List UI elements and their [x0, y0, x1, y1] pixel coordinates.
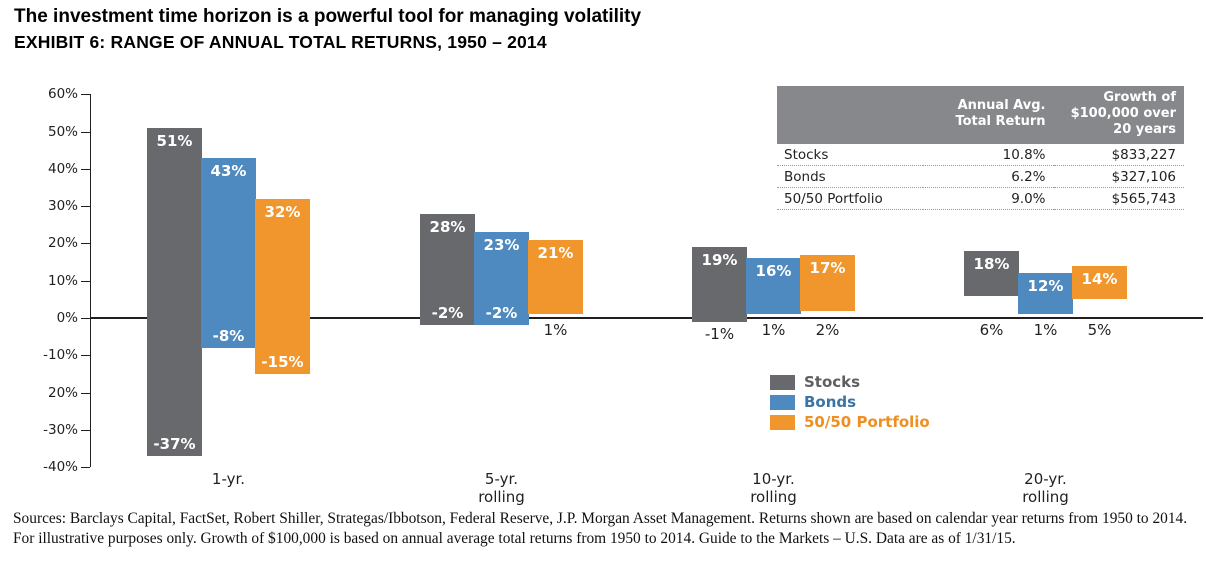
chart-legend: Stocks Bonds 50/50 Portfolio — [770, 375, 930, 435]
y-tick-label: -30% — [43, 421, 78, 438]
y-tick-mark — [81, 355, 90, 357]
bar-max-label: 14% — [1081, 269, 1118, 288]
legend-swatch — [770, 395, 795, 410]
category-label: 20-yr. rolling — [1022, 470, 1069, 506]
y-tick-label: 40% — [47, 160, 78, 177]
y-tick-mark — [81, 206, 90, 208]
bar-min-label: 1% — [543, 321, 568, 339]
bar-max-label: 19% — [701, 251, 738, 270]
bar-max-label: 16% — [755, 262, 792, 281]
table-cell: 9.0% — [923, 187, 1054, 210]
table-cell: 10.8% — [923, 144, 1054, 166]
legend-item: Stocks — [770, 375, 930, 390]
bar-max-label: 43% — [210, 161, 247, 180]
y-tick-mark — [81, 280, 90, 282]
legend-item: 50/50 Portfolio — [770, 415, 930, 430]
bar-max-label: 23% — [483, 236, 520, 255]
table-cell: $565,743 — [1053, 187, 1184, 210]
y-axis-line — [90, 94, 91, 468]
range-bar-bonds: 16% — [746, 258, 801, 315]
table-row: Bonds 6.2% $327,106 — [777, 165, 1184, 188]
legend-label: Bonds — [804, 393, 857, 411]
legend-item: Bonds — [770, 395, 930, 410]
y-tick-label: 10% — [47, 272, 78, 289]
y-tick-mark — [81, 392, 90, 394]
bar-min-label: 2% — [815, 321, 840, 339]
category-label: 10-yr. rolling — [750, 470, 797, 506]
range-bar-stocks: 51% -37% — [147, 127, 202, 456]
bar-min-label: -1% — [704, 324, 735, 343]
y-tick-label: 0% — [56, 310, 78, 326]
table-row: 50/50 Portfolio 9.0% $565,743 — [777, 187, 1184, 210]
y-tick-label: -10% — [43, 347, 78, 364]
table-header-cell — [777, 86, 923, 144]
category-label: 1-yr. — [211, 470, 246, 488]
legend-swatch — [770, 375, 795, 390]
table-cell: Bonds — [777, 165, 923, 188]
y-tick-mark — [81, 243, 90, 245]
table-row: Stocks 10.8% $833,227 — [777, 144, 1184, 166]
bar-max-label: 18% — [973, 254, 1010, 273]
legend-swatch — [770, 415, 795, 430]
y-tick-label: 30% — [47, 198, 78, 215]
bar-min-label: 1% — [1033, 321, 1058, 339]
bar-min-label: 1% — [761, 321, 786, 339]
returns-summary-table: Annual Avg. Total Return Growth of $100,0… — [777, 86, 1184, 210]
table-cell: $327,106 — [1053, 165, 1184, 188]
legend-label: Stocks — [804, 373, 861, 391]
y-tick-mark — [81, 131, 90, 133]
range-bar-bonds: 43% -8% — [201, 157, 256, 348]
zero-baseline — [90, 317, 1203, 319]
range-bar-stocks: 19% — [692, 247, 747, 322]
range-bar-bonds: 23% -2% — [474, 232, 529, 326]
table-cell: Stocks — [777, 144, 923, 166]
y-tick-label: 60% — [47, 86, 78, 103]
table-cell: 6.2% — [923, 165, 1054, 188]
y-tick-mark — [81, 318, 90, 319]
range-bar-50-50-portfolio: 32% -15% — [255, 198, 310, 374]
bar-min-label: -8% — [212, 326, 245, 345]
bar-max-label: 21% — [537, 243, 574, 262]
bar-min-label: -37% — [153, 435, 196, 453]
bar-max-label: 28% — [429, 217, 466, 236]
bar-min-label: 5% — [1087, 321, 1112, 339]
page-title: The investment time horizon is a powerfu… — [14, 6, 642, 27]
y-tick-label: -40% — [43, 459, 78, 476]
bar-min-label: -2% — [485, 304, 518, 323]
table-cell: 50/50 Portfolio — [777, 187, 923, 210]
range-bar-stocks: 18% — [964, 250, 1019, 296]
y-tick-mark — [81, 168, 90, 170]
bar-min-label: -15% — [261, 352, 304, 371]
legend-label: 50/50 Portfolio — [804, 413, 930, 431]
y-tick-mark — [81, 467, 90, 469]
y-tick-label: 20% — [47, 384, 78, 401]
bar-min-label: 6% — [979, 321, 1004, 339]
y-tick-mark — [81, 94, 90, 96]
y-tick-mark — [81, 429, 90, 431]
source-note: Sources: Barclays Capital, FactSet, Robe… — [13, 510, 1188, 548]
bar-min-label: -2% — [431, 304, 464, 323]
y-tick-label: 50% — [47, 123, 78, 140]
bar-max-label: 32% — [264, 202, 301, 221]
range-bar-50-50-portfolio: 14% — [1072, 265, 1127, 300]
category-label: 5-yr. rolling — [478, 470, 525, 506]
range-bar-50-50-portfolio: 17% — [800, 254, 855, 311]
bar-max-label: 17% — [809, 258, 846, 277]
table-header-cell: Growth of $100,000 over 20 years — [1053, 86, 1184, 144]
range-bar-stocks: 28% -2% — [420, 213, 475, 326]
bar-max-label: 12% — [1027, 277, 1064, 296]
table-cell: $833,227 — [1053, 144, 1184, 166]
range-bar-50-50-portfolio: 21% — [528, 239, 583, 315]
exhibit-subtitle: EXHIBIT 6: RANGE OF ANNUAL TOTAL RETURNS… — [14, 32, 547, 52]
range-bar-bonds: 12% — [1018, 273, 1073, 315]
bar-max-label: 51% — [156, 131, 193, 150]
table-header-cell: Annual Avg. Total Return — [923, 86, 1054, 144]
y-tick-label: 20% — [47, 235, 78, 252]
